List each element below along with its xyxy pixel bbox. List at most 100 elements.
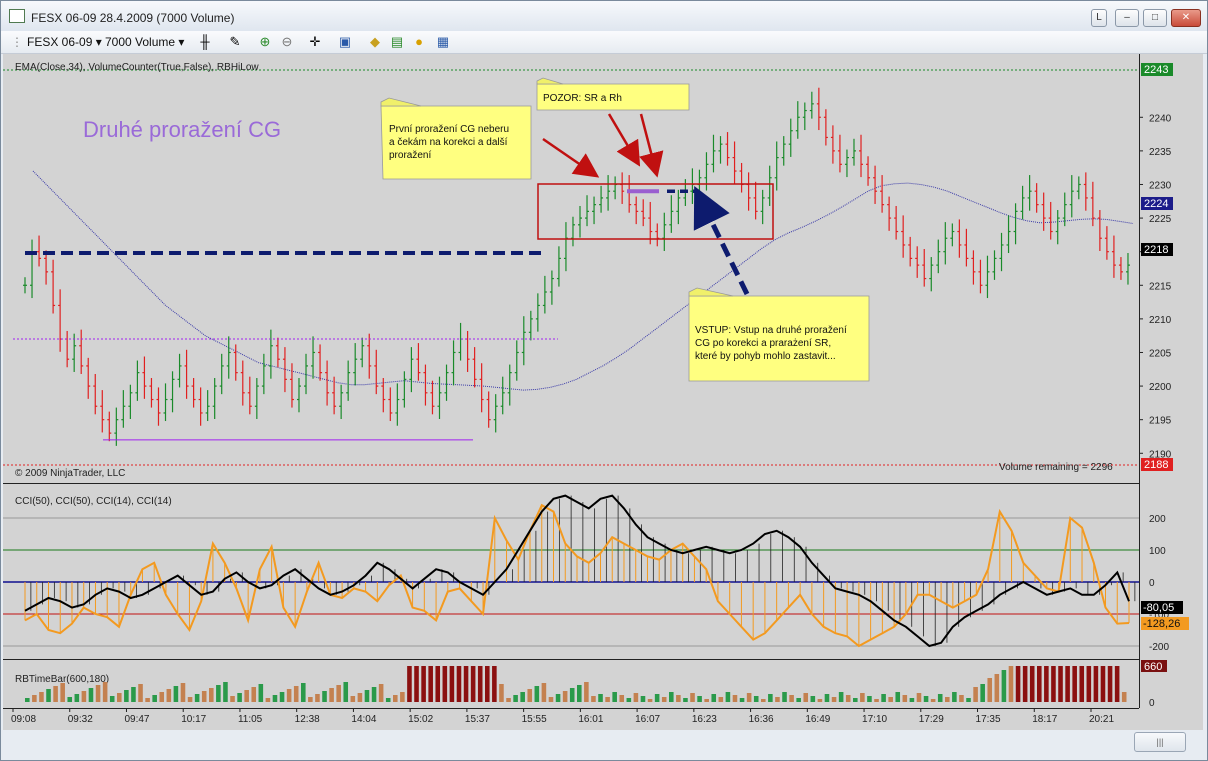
zoom-out-icon[interactable]: ⊖ (281, 34, 293, 49)
volume-bar (902, 695, 908, 702)
volume-bar (25, 698, 30, 702)
toolbar-grip: ⋮ (11, 35, 23, 49)
arrow-rh (639, 113, 664, 178)
volume-bar (598, 694, 603, 702)
volume-bar (654, 694, 660, 702)
volume-bar (633, 693, 639, 702)
volume-bar (428, 666, 433, 702)
volume-bar (867, 696, 872, 702)
price-tick: 2240 (1149, 113, 1172, 124)
data-box-icon[interactable]: ▦ (436, 34, 450, 49)
volume-bar (159, 692, 165, 702)
minimize-button[interactable]: – (1115, 9, 1139, 27)
volume-bar (88, 688, 94, 702)
title-bar[interactable]: FESX 06-09 28.4.2009 (7000 Volume) L – □… (1, 1, 1207, 31)
volume-bar (166, 689, 172, 702)
volume-bar (555, 694, 561, 702)
volume-bar (456, 666, 462, 702)
properties-icon[interactable]: ▣ (338, 34, 352, 49)
volume-bar (343, 682, 349, 702)
copyright: © 2009 NinjaTrader, LLC (15, 468, 125, 479)
crosshair-icon[interactable]: ✛ (309, 34, 321, 49)
volume-bar (470, 666, 476, 702)
link-button[interactable]: L (1091, 9, 1107, 27)
indicators-icon[interactable]: ▤ (390, 34, 404, 49)
time-tick: 14:04 (351, 714, 376, 725)
price-indicator-label: EMA(Close,34), VolumeCounter(True,False)… (15, 62, 259, 73)
price-marker-top: 2243 (1141, 63, 1173, 76)
period-selector[interactable]: 7000 Volume ▾ (105, 33, 184, 51)
price-panel[interactable] (3, 54, 1139, 483)
note-first-breakout: První proražení CG neberu a čekám na kor… (380, 97, 532, 180)
volume-bar (1001, 670, 1007, 702)
time-tick: 09:32 (68, 714, 93, 725)
price-tick: 2200 (1149, 382, 1172, 393)
close-button[interactable]: ✕ (1171, 9, 1201, 27)
cci-tick: 200 (1149, 514, 1166, 525)
volume-bar (251, 687, 257, 702)
time-tick: 10:17 (181, 714, 206, 725)
volume-bar (308, 697, 313, 702)
volume-bar (364, 690, 370, 702)
volume-bar (145, 698, 150, 702)
volume-bar (753, 696, 759, 702)
period-label: 7000 Volume (105, 35, 176, 49)
svg-text:-128,26: -128,26 (1143, 618, 1180, 630)
note1-line1: První proražení CG neberu (389, 124, 509, 135)
volume-bar (95, 685, 101, 702)
volume-bar (499, 684, 504, 702)
chart-area[interactable]: 2240223522302225222022152210220522002195… (3, 54, 1203, 730)
time-tick: 17:29 (919, 714, 944, 725)
volume-bar (194, 694, 200, 702)
volume-bar (761, 699, 766, 702)
price-marker-ema: 2224 (1141, 197, 1173, 210)
svg-text:660: 660 (1144, 661, 1162, 673)
volume-bar (591, 696, 596, 702)
volume-bar (117, 693, 122, 702)
volume-bar (562, 691, 568, 702)
volume-bar (987, 678, 993, 702)
volume-bar (711, 694, 717, 702)
volume-bar (293, 686, 299, 702)
volume-bar (1079, 666, 1085, 702)
price-tick: 2215 (1149, 281, 1172, 292)
volume-bar (237, 693, 242, 702)
time-tick: 16:49 (805, 714, 830, 725)
volume-bar (1121, 692, 1127, 702)
chevron-down-icon: ▾ (178, 35, 185, 49)
volume-bar (1058, 666, 1063, 702)
volume-bar (980, 684, 985, 702)
volume-bar (704, 699, 709, 702)
volume-bar (768, 694, 773, 702)
volume-bar (173, 686, 179, 702)
order-icon[interactable]: ● (415, 34, 423, 49)
volume-bar (230, 696, 235, 702)
strategy-icon[interactable]: ◆ (370, 34, 380, 49)
cci-marker-50: -80,05 (1141, 601, 1183, 614)
volume-bar (817, 699, 823, 702)
volume-bar (301, 683, 306, 702)
volume-bar (1093, 666, 1099, 702)
chart-svg[interactable]: 2240223522302225222022152210220522002195… (3, 54, 1203, 730)
instrument-selector[interactable]: FESX 06-09 ▾ (27, 33, 102, 51)
volume-bar (690, 693, 695, 702)
volume-bar (67, 697, 73, 702)
arrow-sr (607, 113, 641, 167)
time-tick: 16:01 (578, 714, 603, 725)
volume-bar (131, 687, 136, 702)
maximize-button[interactable]: □ (1143, 9, 1167, 27)
volume-bar (244, 690, 249, 702)
title-annotation: Druhé proražení CG (83, 117, 281, 142)
volume-bar (1044, 666, 1049, 702)
bar-type-icon[interactable]: ╫ (200, 34, 210, 49)
drawing-tool-icon[interactable]: ✎ (229, 34, 241, 49)
volume-bar (357, 693, 363, 702)
zoom-in-icon[interactable]: ⊕ (259, 34, 271, 49)
volume-bar (739, 698, 745, 702)
time-tick: 09:47 (124, 714, 149, 725)
volume-bar (152, 695, 157, 702)
volume-bar (477, 666, 483, 702)
horizontal-scrollbar[interactable]: ||| (1134, 732, 1186, 752)
note-warning: POZOR: SR a Rh (536, 77, 690, 111)
